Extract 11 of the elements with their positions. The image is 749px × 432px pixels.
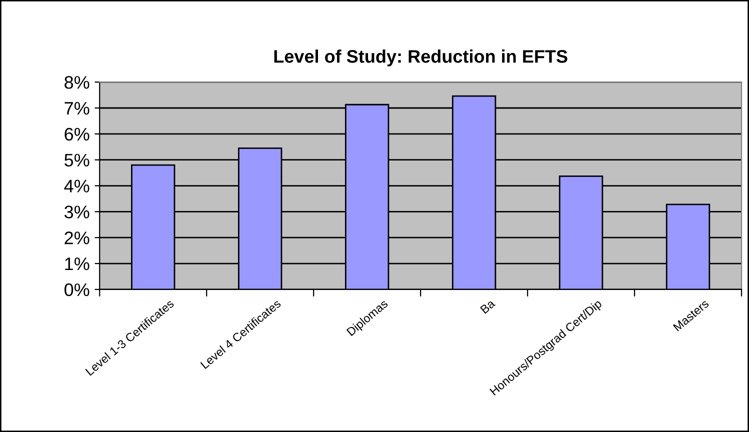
y-tick-label: 0% (64, 283, 90, 296)
y-tick-label: 6% (64, 128, 90, 141)
y-tick-label: 8% (64, 76, 90, 89)
y-tick-label: 7% (64, 102, 90, 115)
y-tick-label: 4% (64, 180, 90, 192)
chart-title: Level of Study: Reduction in EFTS (274, 50, 568, 66)
x-tick-label: Ba (480, 298, 496, 314)
y-tick-label: 2% (64, 232, 90, 244)
y-tick-label: 1% (65, 258, 90, 270)
y-tick-label: 5% (64, 154, 90, 167)
y-tick-label: 3% (64, 206, 90, 218)
